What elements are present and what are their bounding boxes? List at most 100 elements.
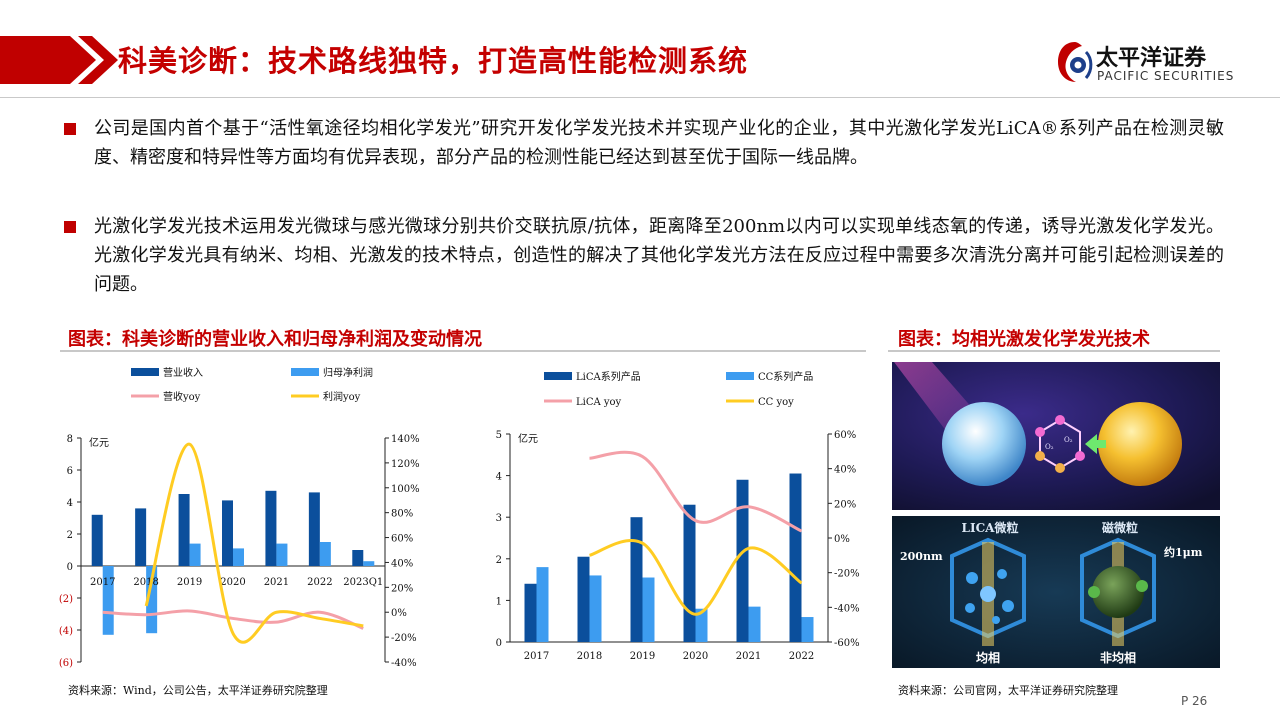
- bullet-text: 光激化学发光技术运用发光微球与感光微球分别共价交联抗原/抗体，距离降至200nm…: [94, 216, 1224, 295]
- chart-bar: [189, 543, 201, 566]
- y-tick-label-right: 0%: [391, 608, 407, 619]
- chart-bar: [178, 494, 190, 566]
- y-tick-label-right: 60%: [391, 534, 413, 545]
- hexagon-frame-icon: [950, 537, 1026, 639]
- x-tick-label: 2017: [524, 651, 549, 662]
- x-tick-label: 2018: [577, 651, 602, 662]
- chart-bar: [308, 492, 320, 566]
- bullet-square-icon: [64, 123, 76, 135]
- y-tick-label-left: 1: [496, 596, 502, 607]
- product-revenue-chart: LiCA系列产品 CC系列产品 LiCA yoy CC yoy 亿元 0 1 2 3 4 5 -60%…: [496, 370, 860, 662]
- singlet-oxygen-icon: O₂ O₂: [1035, 415, 1085, 473]
- section-divider: [60, 350, 866, 352]
- hexagon-frame-icon: [1080, 537, 1156, 639]
- legend-label: 营业收入: [163, 366, 203, 379]
- oxygen-label: O₂: [1064, 436, 1073, 444]
- x-tick-label: 2021: [264, 577, 289, 588]
- logo-mark-icon: [1058, 42, 1093, 82]
- left-source-note: 资料来源：Wind，公司公告，太平洋证券研究院整理: [68, 684, 328, 697]
- chart-line-series: [589, 450, 803, 533]
- y-tick-label-right: 20%: [834, 499, 856, 510]
- legend-label: LiCA yoy: [576, 397, 622, 408]
- chart-bar: [801, 617, 814, 642]
- logo-text-en: PACIFIC SECURITIES: [1097, 69, 1235, 83]
- unit-label: 亿元: [89, 436, 109, 449]
- x-tick-label: 2022: [307, 577, 332, 588]
- y-tick-label-right: -20%: [391, 633, 417, 644]
- y-tick-label-right: 60%: [834, 430, 856, 441]
- chart-bar: [363, 561, 375, 566]
- y-tick-label-left: 5: [496, 430, 502, 441]
- y-tick-label-right: 0%: [834, 534, 850, 545]
- chart-bar: [91, 514, 103, 566]
- photosensitizer-bead-icon: [942, 402, 1026, 486]
- page-number: P 26: [1181, 694, 1208, 708]
- magnetic-bead-label: 磁微粒: [1101, 520, 1138, 535]
- right-figure-section-title: 图表：均相光激发化学发光技术: [898, 329, 1150, 350]
- y-tick-label-right: -20%: [834, 569, 860, 580]
- chart-line-series: [589, 539, 803, 616]
- legend-label: 归母净利润: [323, 366, 373, 379]
- y-tick-label-left: 0: [67, 562, 73, 573]
- chart-bar: [589, 575, 602, 642]
- legend-label: CC yoy: [758, 397, 794, 408]
- chart-bar: [524, 583, 537, 642]
- chart-bar: [748, 606, 761, 642]
- y-tick-label-right: -40%: [834, 603, 860, 614]
- homogeneous-label: 均相: [976, 650, 1000, 665]
- bullet-square-icon: [64, 221, 76, 233]
- chart-bar: [222, 500, 233, 566]
- x-tick-label: 2020: [683, 651, 708, 662]
- y-tick-label-left: 3: [496, 513, 502, 524]
- chart-bar: [683, 504, 696, 642]
- illustration-background: [892, 516, 1220, 668]
- size-200nm-label: 200nm: [900, 550, 943, 563]
- y-tick-label-left: 2: [67, 530, 73, 541]
- chart-bar: [233, 548, 244, 566]
- y-tick-label-right: 20%: [391, 583, 413, 594]
- bead-comparison-illustration: LICA微粒 磁微粒 200nm 约1μm 均相 非均相: [892, 516, 1220, 668]
- x-tick-label: 2021: [736, 651, 761, 662]
- left-chart-section-title: 图表：科美诊断的营业收入和归母净利润及变动情况: [68, 329, 482, 350]
- chart-bar: [135, 508, 147, 566]
- chart-bar: [352, 550, 364, 566]
- y-tick-label-right: 140%: [391, 434, 420, 445]
- x-tick-label: 2022: [789, 651, 814, 662]
- chemiluminescence-illustration: O₂ O₂: [892, 362, 1220, 510]
- chart-bar: [736, 479, 749, 642]
- legend-label: CC系列产品: [758, 370, 813, 383]
- bullet-point: 公司是国内首个基于“活性氧途径均相化学发光”研究开发化学发光技术并实现产业化的企…: [64, 114, 1224, 172]
- chart-bar: [276, 543, 288, 566]
- chart-bar: [319, 542, 331, 566]
- company-logo: 太平洋证券 PACIFIC SECURITIES: [1056, 38, 1256, 88]
- y-tick-label-left: (4): [59, 626, 73, 637]
- x-tick-label: 2017: [90, 577, 115, 588]
- section-divider: [888, 350, 1220, 352]
- y-tick-label-right: 100%: [391, 484, 420, 495]
- header-divider: [0, 97, 1280, 98]
- legend-label: LiCA系列产品: [576, 370, 641, 383]
- x-tick-label: 2020: [220, 577, 245, 588]
- chart-bar: [146, 566, 158, 634]
- logo-text-cn: 太平洋证券: [1096, 46, 1207, 71]
- chart-bar: [102, 566, 114, 635]
- size-1um-label: 约1μm: [1164, 545, 1203, 559]
- y-tick-label-right: 40%: [391, 558, 413, 569]
- y-tick-label-right: 120%: [391, 459, 420, 470]
- legend-swatch: [544, 372, 572, 380]
- heterogeneous-label: 非均相: [1100, 650, 1136, 665]
- bullet-text: 公司是国内首个基于“活性氧途径均相化学发光”研究开发化学发光技术并实现产业化的企…: [94, 118, 1224, 168]
- y-tick-label-left: 4: [496, 472, 502, 483]
- chart-bar: [789, 473, 802, 642]
- legend-swatch: [726, 372, 754, 380]
- chart-bar: [630, 517, 643, 642]
- lica-bead-label: LICA微粒: [962, 520, 1019, 535]
- page-title: 科美诊断：技术路线独特，打造高性能检测系统: [118, 44, 749, 78]
- y-tick-label-left: 2: [496, 555, 502, 566]
- y-tick-label-left: 8: [67, 434, 73, 445]
- y-tick-label-left: (2): [59, 594, 73, 605]
- transfer-arrow-icon: [1085, 434, 1106, 454]
- x-tick-label: 2023Q1: [343, 577, 383, 588]
- magnetic-bead-icon: [1092, 566, 1144, 618]
